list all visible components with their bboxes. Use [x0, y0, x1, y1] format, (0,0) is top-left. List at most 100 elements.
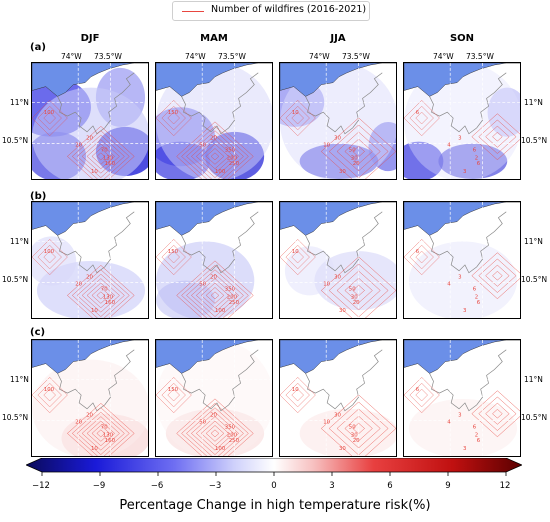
colorbar-label: Percentage Change in high temperature ri…	[119, 498, 431, 513]
wildfire-contour	[76, 411, 125, 455]
contour-label: 130	[103, 432, 114, 438]
contour-label: 250	[229, 300, 240, 306]
wildfire-contour	[67, 402, 135, 456]
map-panel-b-djf: 100 20 70 130 160 20 10	[31, 201, 149, 319]
wildfire-contour	[478, 258, 517, 293]
contour-label: 30	[334, 136, 341, 142]
risk-change-fill	[404, 141, 444, 179]
contour-label: 100	[44, 110, 55, 116]
contour-label: 100	[44, 249, 55, 255]
contour-label: 20	[75, 420, 82, 426]
season-title-son: SON	[449, 33, 475, 44]
wildfire-contour	[492, 131, 503, 142]
wildfire-contour	[181, 402, 249, 456]
wildfire-contour	[37, 382, 62, 408]
wildfire-contour	[291, 250, 304, 264]
contour-label: 3	[458, 136, 461, 142]
contour-label: 130	[103, 155, 114, 161]
contour-label: 350	[225, 286, 236, 292]
contour-label: 6	[416, 249, 420, 255]
wildfire-contour	[37, 244, 62, 270]
wildfire-contour	[32, 377, 68, 414]
contour-label: 2	[475, 155, 478, 161]
wildfire-contour	[200, 282, 230, 309]
wildfire-contour	[195, 416, 235, 451]
mountain-outline	[181, 211, 259, 274]
wildfire-contour	[86, 282, 115, 309]
map-panel-c-djf: 100 20 70 130 160 20 10	[31, 339, 149, 457]
contour-label: 4	[447, 143, 451, 149]
contour-label: 10	[323, 282, 330, 288]
contour-label: 6	[477, 161, 481, 167]
contour-label: 130	[103, 294, 114, 300]
wildfire-contour	[328, 401, 389, 456]
contour-label: 160	[105, 438, 116, 444]
wildfire-contour	[344, 415, 373, 442]
map-panel-b-mam: 150 20 350 200 250 50 100	[155, 201, 273, 319]
row-label-c: (c)	[30, 327, 46, 338]
map-panel-c-mam: 150 20 350 200 250 50 100	[155, 339, 273, 457]
sea-area	[156, 202, 272, 236]
wildfire-contour	[191, 273, 239, 317]
wildfire-contour	[181, 264, 249, 318]
wildfire-contour	[195, 278, 235, 313]
contour-label: 10	[91, 169, 98, 175]
wildfire-contour	[43, 388, 56, 402]
contour-label: 30	[339, 446, 346, 452]
wildfire-contour	[96, 152, 106, 161]
wildfire-contour	[96, 291, 106, 300]
season-title-mam: MAM	[200, 33, 228, 44]
wildfire-contour	[404, 100, 440, 137]
contour-label: 20	[353, 161, 360, 167]
wildfire-contour	[32, 239, 68, 276]
contour-label: 30	[334, 413, 341, 419]
wildfire-contour	[161, 105, 186, 131]
wildfire-contour	[76, 134, 125, 178]
risk-change-fill	[284, 246, 335, 296]
contour-label: 20	[210, 275, 217, 281]
contour-label: 3	[463, 446, 466, 452]
mountain-outline	[305, 349, 383, 412]
wildfire-contour	[96, 429, 106, 438]
contour-label: 150	[168, 110, 179, 116]
legend-line-sample	[182, 11, 204, 12]
contour-label: 20	[353, 438, 360, 444]
lat-tick-left-105-a: 10.5°N	[2, 136, 29, 145]
contour-label: 100	[44, 387, 55, 393]
contour-label: 30	[351, 432, 358, 438]
contour-label: 6	[416, 110, 420, 116]
contour-label: 4	[447, 282, 451, 288]
contour-label: 3	[458, 413, 461, 419]
sea-area	[280, 63, 396, 97]
wildfire-contour	[336, 408, 381, 449]
map-panel-a-djf: 100 20 70 130 160 20 10	[31, 62, 149, 180]
wildfire-contour	[285, 382, 310, 408]
contour-label: 50	[349, 147, 356, 153]
lat-tick-right-11-a: 11°N	[524, 98, 543, 107]
legend-label: Number of wildfires (2016-2021)	[211, 4, 367, 15]
lon-tick-top-74-jja: 74°W	[309, 52, 330, 61]
contour-label: 250	[229, 161, 240, 167]
wildfire-contour	[43, 250, 56, 264]
sea-area	[32, 63, 148, 97]
wildfire-contour	[352, 284, 365, 297]
wildfire-contour	[409, 105, 434, 131]
wildfire-contour	[200, 143, 230, 170]
contour-label: 2	[475, 294, 478, 300]
lon-tick-top-735-mam: 73.5°W	[218, 52, 246, 61]
wildfire-contour	[291, 111, 304, 125]
contour-label: 3	[463, 169, 466, 175]
contour-label: 100	[215, 308, 226, 314]
map-panel-a-mam: 150 20 350 200 250 50 100	[155, 62, 273, 180]
lon-tick-top-735-djf: 73.5°W	[94, 52, 122, 61]
wildfire-contour	[200, 420, 230, 447]
contour-label: 200	[227, 432, 238, 438]
contour-label: 20	[86, 413, 93, 419]
contour-label: 3	[458, 275, 461, 281]
wildfire-contour	[471, 390, 520, 438]
